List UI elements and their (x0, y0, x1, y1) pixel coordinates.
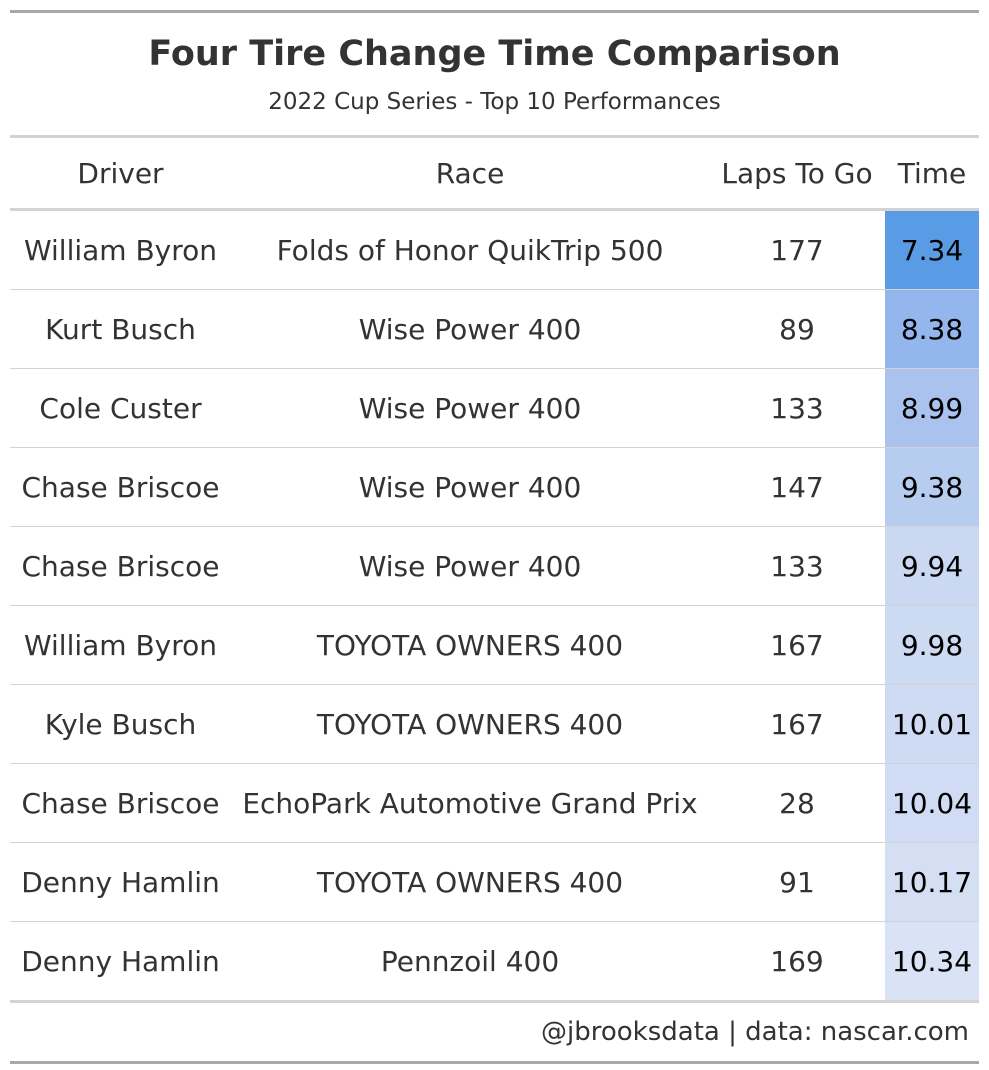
laps-to-go-cell: 133 (770, 391, 824, 425)
subtitle-rule (10, 135, 979, 138)
race-cell: Wise Power 400 (358, 391, 582, 425)
time-cell: 8.99 (885, 368, 979, 448)
race-cell: Wise Power 400 (358, 470, 582, 504)
driver-cell: Cole Custer (39, 391, 202, 425)
table-row: Chase Briscoe Wise Power 400 147 9.38 (10, 447, 979, 527)
column-header-time: Time (897, 156, 967, 190)
driver-cell: Chase Briscoe (21, 470, 220, 504)
race-cell: TOYOTA OWNERS 400 (316, 865, 624, 899)
table-row: William Byron TOYOTA OWNERS 400 167 9.98 (10, 605, 979, 685)
time-cell: 9.98 (885, 605, 979, 685)
time-cell: 9.38 (885, 447, 979, 527)
table-row: Chase Briscoe EchoPark Automotive Grand P… (10, 763, 979, 843)
laps-to-go-cell: 89 (779, 312, 815, 346)
top-rule (10, 10, 979, 13)
race-cell: TOYOTA OWNERS 400 (316, 707, 624, 741)
race-cell: Folds of Honor QuikTrip 500 (276, 233, 664, 267)
race-cell: Wise Power 400 (358, 312, 582, 346)
race-cell: EchoPark Automotive Grand Prix (242, 786, 698, 820)
laps-to-go-cell: 133 (770, 549, 824, 583)
laps-to-go-cell: 147 (770, 470, 824, 504)
driver-cell: Chase Briscoe (21, 786, 220, 820)
race-cell: Wise Power 400 (358, 549, 582, 583)
column-header-race: Race (435, 156, 505, 190)
column-header-driver: Driver (77, 156, 164, 190)
time-cell: 10.17 (885, 842, 979, 922)
laps-to-go-cell: 91 (779, 865, 815, 899)
laps-to-go-cell: 177 (770, 233, 824, 267)
time-cell: 10.04 (885, 763, 979, 843)
laps-to-go-cell: 167 (770, 707, 824, 741)
table-body: William Byron Folds of Honor QuikTrip 500… (10, 209, 979, 1002)
time-cell: 10.01 (885, 684, 979, 764)
bottom-rule (10, 1061, 979, 1064)
laps-to-go-cell: 169 (770, 944, 824, 978)
performance-table: Driver Race Laps To Go Time William Byro… (10, 138, 979, 1003)
column-header-laps-to-go: Laps To Go (721, 156, 873, 190)
table-row: William Byron Folds of Honor QuikTrip 500… (10, 209, 979, 290)
driver-cell: William Byron (23, 628, 218, 662)
table-figure: Four Tire Change Time Comparison 2022 Cu… (10, 10, 979, 1064)
driver-cell: William Byron (23, 233, 218, 267)
table-row: Denny Hamlin Pennzoil 400 169 10.34 (10, 921, 979, 1002)
race-cell: Pennzoil 400 (380, 944, 560, 978)
time-cell: 8.38 (885, 289, 979, 369)
laps-to-go-cell: 167 (770, 628, 824, 662)
chart-title: Four Tire Change Time Comparison (148, 34, 841, 74)
time-cell: 7.34 (885, 209, 979, 290)
table-row: Kurt Busch Wise Power 400 89 8.38 (10, 289, 979, 369)
driver-cell: Chase Briscoe (21, 549, 220, 583)
time-cell: 9.94 (885, 526, 979, 606)
table-row: Denny Hamlin TOYOTA OWNERS 400 91 10.17 (10, 842, 979, 922)
table-row: Chase Briscoe Wise Power 400 133 9.94 (10, 526, 979, 606)
time-cell: 10.34 (885, 921, 979, 1002)
driver-cell: Kyle Busch (44, 707, 197, 741)
driver-cell: Denny Hamlin (21, 865, 220, 899)
laps-to-go-cell: 28 (779, 786, 815, 820)
chart-subtitle: 2022 Cup Series - Top 10 Performances (268, 89, 721, 115)
table-row: Cole Custer Wise Power 400 133 8.99 (10, 368, 979, 448)
driver-cell: Denny Hamlin (21, 944, 220, 978)
source-note: @jbrooksdata | data: nascar.com (541, 1017, 969, 1047)
race-cell: TOYOTA OWNERS 400 (316, 628, 624, 662)
header-row: Driver Race Laps To Go Time (10, 138, 979, 210)
driver-cell: Kurt Busch (45, 312, 196, 346)
table-row: Kyle Busch TOYOTA OWNERS 400 167 10.01 (10, 684, 979, 764)
